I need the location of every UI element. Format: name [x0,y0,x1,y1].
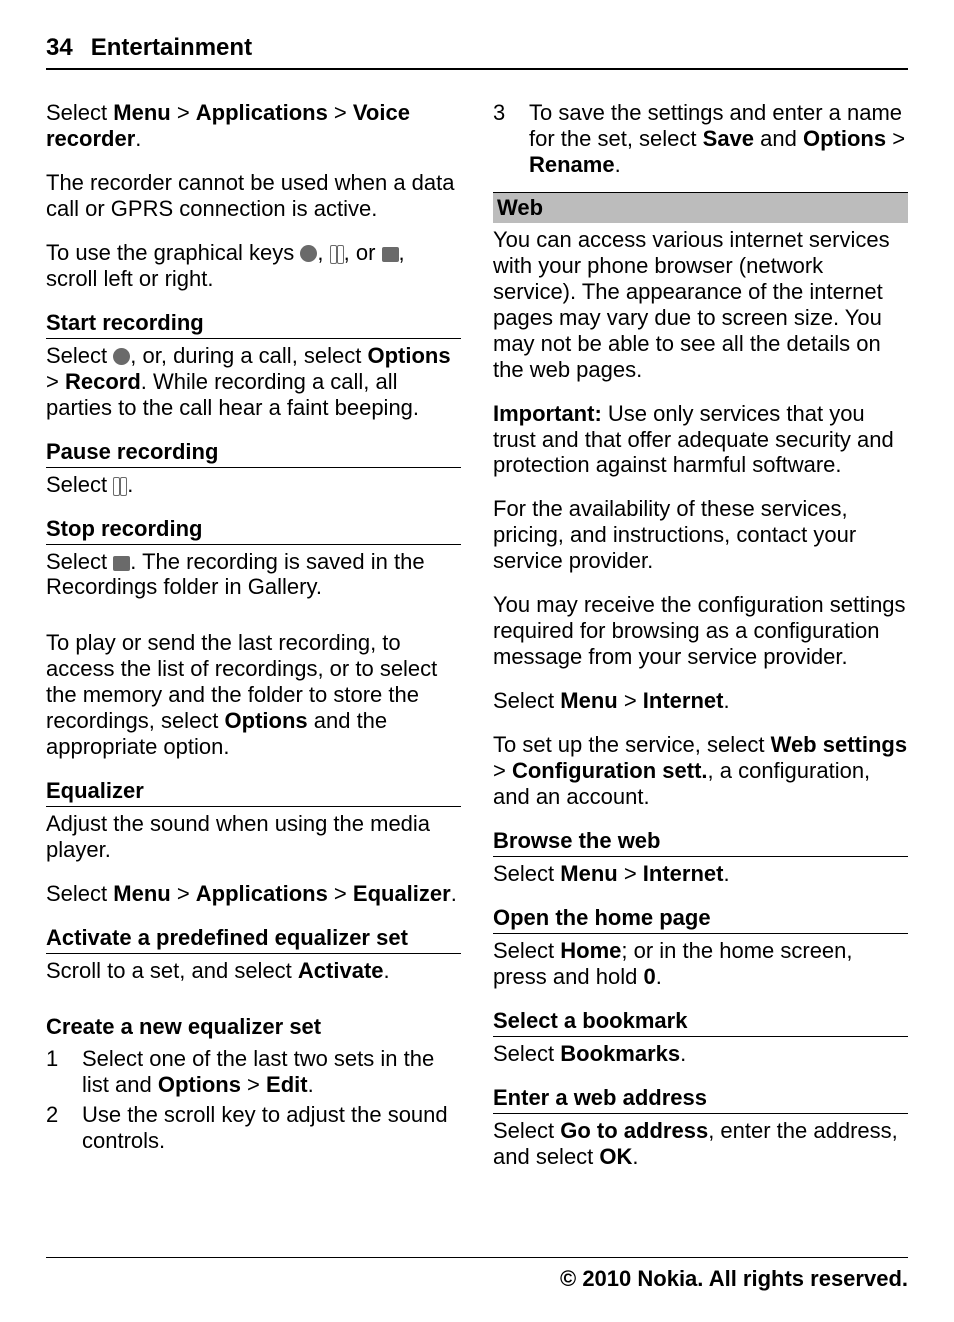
heading-enter-address: Enter a web address [493,1085,908,1114]
pause-icon [330,245,344,262]
page-number: 34 [46,34,73,61]
para-web-intro: You can access various internet services… [493,227,908,383]
create-set-steps: Select one of the last two sets in the l… [46,1046,461,1154]
heading-activate-set: Activate a predefined equalizer set [46,925,461,954]
para-select-bookmark: Select Bookmarks. [493,1041,908,1067]
pause-icon [113,477,127,494]
para-open-home: Select Home; or in the home screen, pres… [493,938,908,990]
para-recorder-limit: The recorder cannot be used when a data … [46,170,461,222]
footer-rule [46,1257,908,1258]
heading-equalizer: Equalizer [46,778,461,807]
para-pause-recording: Select . [46,472,461,498]
para-web-config: You may receive the configuration settin… [493,592,908,670]
page-header: 34 Entertainment [46,34,908,70]
stop-icon [382,247,399,262]
create-set-steps-cont: To save the settings and enter a name fo… [493,100,908,178]
stop-icon [113,556,130,571]
right-column: To save the settings and enter a name fo… [493,100,908,1188]
step-3: To save the settings and enter a name fo… [493,100,908,178]
heading-browse-web: Browse the web [493,828,908,857]
para-play-send: To play or send the last recording, to a… [46,630,461,760]
para-enter-address: Select Go to address, enter the address,… [493,1118,908,1170]
para-web-setup: To set up the service, select Web settin… [493,732,908,810]
columns: Select Menu > Applications > Voice recor… [46,100,908,1188]
document-page: 34 Entertainment Select Menu > Applicatio… [0,0,954,1188]
para-graphical-keys: To use the graphical keys , , or , scrol… [46,240,461,292]
para-stop-recording: Select . The recording is saved in the R… [46,549,461,601]
left-column: Select Menu > Applications > Voice recor… [46,100,461,1188]
para-select-voice-recorder: Select Menu > Applications > Voice recor… [46,100,461,152]
heading-create-set: Create a new equalizer set [46,1014,461,1042]
footer-copyright: © 2010 Nokia. All rights reserved. [560,1266,908,1292]
section-web: Web [493,192,908,223]
step-2: Use the scroll key to adjust the sound c… [46,1102,461,1154]
para-activate-set: Scroll to a set, and select Activate. [46,958,461,984]
para-browse-web: Select Menu > Internet. [493,861,908,887]
para-equalizer-desc: Adjust the sound when using the media pl… [46,811,461,863]
heading-stop-recording: Stop recording [46,516,461,545]
para-web-availability: For the availability of these services, … [493,496,908,574]
step-1: Select one of the last two sets in the l… [46,1046,461,1098]
record-icon [300,245,317,262]
heading-select-bookmark: Select a bookmark [493,1008,908,1037]
header-line: 34 Entertainment [46,34,908,62]
para-web-select: Select Menu > Internet. [493,688,908,714]
heading-open-home: Open the home page [493,905,908,934]
section-title: Entertainment [91,34,252,61]
para-web-important: Important: Use only services that you tr… [493,401,908,479]
para-start-recording: Select , or, during a call, select Optio… [46,343,461,421]
heading-start-recording: Start recording [46,310,461,339]
heading-pause-recording: Pause recording [46,439,461,468]
para-equalizer-path: Select Menu > Applications > Equalizer. [46,881,461,907]
record-icon [113,348,130,365]
